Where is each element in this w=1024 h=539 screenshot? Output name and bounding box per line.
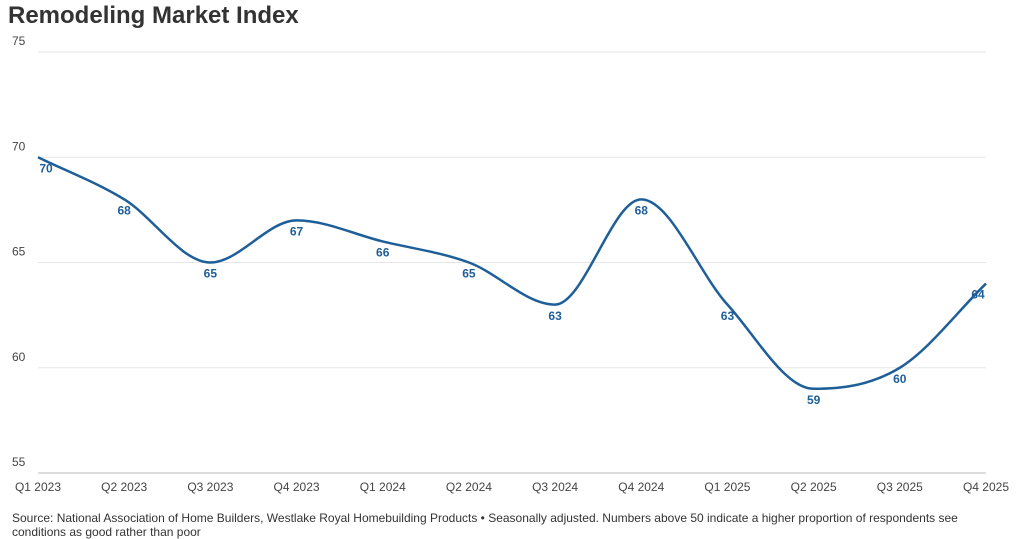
x-tick-label: Q4 2024 [618,480,664,494]
chart: 55 60 65 70 75 Q1 2023 Q2 2023 Q3 2023 Q4 2023 Q1… [12,34,1009,494]
data-label: 66 [376,246,390,260]
x-tick-label: Q4 2025 [963,480,1009,494]
data-label: 68 [635,204,649,218]
data-label: 70 [39,161,53,175]
data-label: 63 [721,309,735,323]
chart-title: Remodeling Market Index [8,2,299,29]
x-tick-label: Q1 2023 [15,480,61,494]
data-label: 68 [118,204,132,218]
data-label: 67 [290,225,304,239]
data-label: 63 [548,309,562,323]
x-tick-label: Q3 2025 [877,480,923,494]
data-label: 59 [807,393,821,407]
x-tick-label: Q1 2025 [704,480,750,494]
x-tick-label: Q2 2025 [791,480,837,494]
x-tick-label: Q2 2023 [101,480,147,494]
x-tick-label: Q3 2023 [187,480,233,494]
line [37,156,987,391]
data-label: 65 [204,267,218,281]
y-tick-label: 60 [12,350,26,364]
y-tick-label: 70 [12,139,26,153]
x-tick-label: Q2 2024 [446,480,492,494]
y-tick-label: 55 [12,455,26,469]
x-tick-label: Q1 2024 [360,480,406,494]
source-note: Source: National Association of Home Bui… [12,511,958,539]
data-label: 65 [462,267,476,281]
x-tick-label: Q3 2024 [532,480,578,494]
x-tick-label: Q4 2023 [274,480,320,494]
y-tick-label: 65 [12,245,26,259]
y-tick-label: 75 [12,34,26,48]
data-label: 60 [893,372,907,386]
data-label: 64 [971,288,985,302]
